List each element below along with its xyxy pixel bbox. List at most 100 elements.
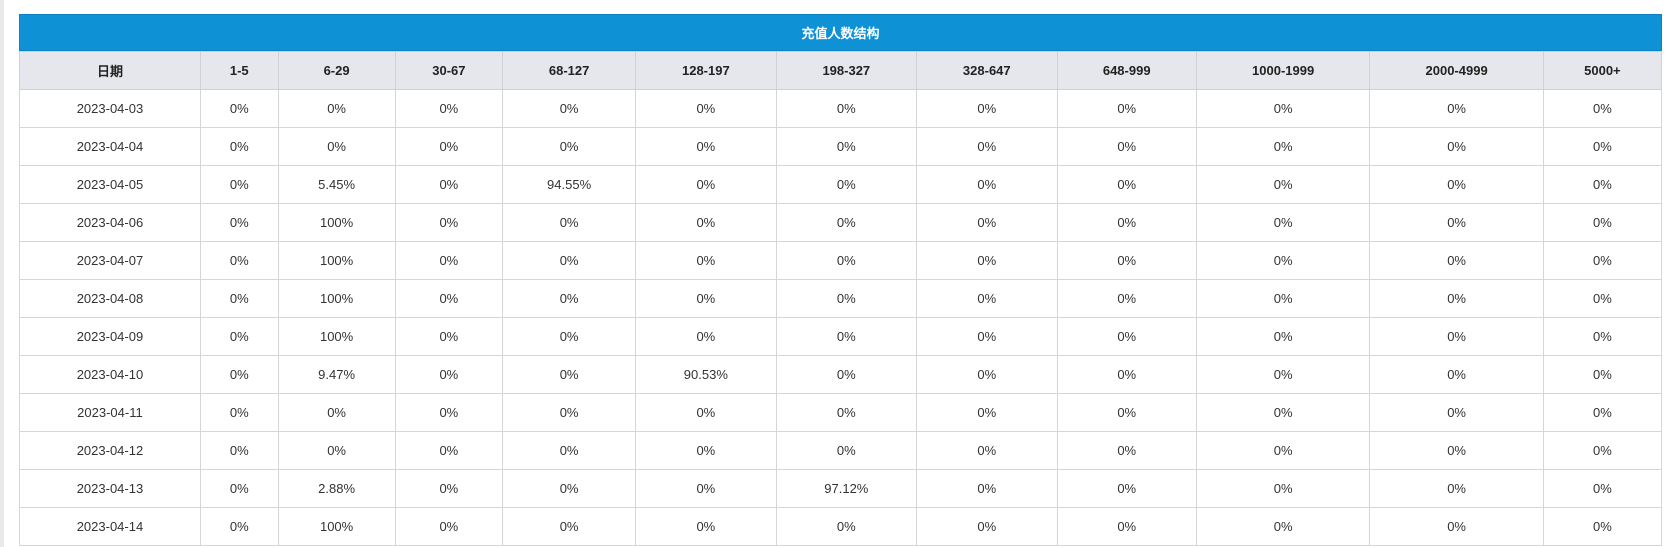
percent-cell: 9.47% bbox=[277, 355, 396, 394]
percent-cell: 0% bbox=[199, 203, 279, 242]
percent-cell: 0% bbox=[199, 279, 279, 318]
column-header-68-127: 68-127 bbox=[502, 51, 637, 90]
percent-cell: 0% bbox=[394, 203, 504, 242]
percent-cell: 2.88% bbox=[277, 469, 396, 508]
table-row: 2023-04-08 0% 100% 0% 0% 0% 0% 0% 0% 0% 0% 0% bbox=[19, 279, 1663, 318]
percent-cell: 0% bbox=[916, 507, 1058, 546]
table-row: 2023-04-07 0% 100% 0% 0% 0% 0% 0% 0% 0% 0% 0% bbox=[19, 241, 1663, 280]
percent-cell: 0% bbox=[1542, 317, 1663, 356]
percent-cell: 0% bbox=[635, 89, 777, 128]
date-cell: 2023-04-09 bbox=[19, 317, 201, 356]
percent-cell: 0% bbox=[1542, 127, 1663, 166]
percent-cell: 0% bbox=[199, 431, 279, 470]
percent-cell: 0% bbox=[394, 279, 504, 318]
date-cell: 2023-04-05 bbox=[19, 165, 201, 204]
percent-cell: 0% bbox=[502, 127, 637, 166]
percent-cell: 0% bbox=[277, 89, 396, 128]
percent-cell: 0% bbox=[1369, 317, 1544, 356]
date-cell: 2023-04-10 bbox=[19, 355, 201, 394]
column-header-1000-1999: 1000-1999 bbox=[1195, 51, 1371, 90]
percent-cell: 0% bbox=[394, 355, 504, 394]
percent-cell: 0% bbox=[1056, 89, 1197, 128]
percent-cell: 0% bbox=[1369, 393, 1544, 432]
percent-cell: 0% bbox=[394, 241, 504, 280]
date-cell: 2023-04-06 bbox=[19, 203, 201, 242]
percent-cell: 90.53% bbox=[635, 355, 777, 394]
date-cell: 2023-04-08 bbox=[19, 279, 201, 318]
percent-cell: 0% bbox=[1542, 279, 1663, 318]
percent-cell: 0% bbox=[1056, 165, 1197, 204]
percent-cell: 0% bbox=[1056, 431, 1197, 470]
percent-cell: 0% bbox=[775, 165, 918, 204]
left-edge bbox=[0, 0, 4, 547]
percent-cell: 94.55% bbox=[502, 165, 637, 204]
percent-cell: 0% bbox=[1195, 469, 1371, 508]
percent-cell: 0% bbox=[1195, 165, 1371, 204]
percent-cell: 0% bbox=[635, 507, 777, 546]
percent-cell: 0% bbox=[1542, 89, 1663, 128]
percent-cell: 0% bbox=[277, 431, 396, 470]
percent-cell: 0% bbox=[199, 165, 279, 204]
percent-cell: 0% bbox=[1542, 469, 1663, 508]
percent-cell: 0% bbox=[1542, 241, 1663, 280]
date-cell: 2023-04-14 bbox=[19, 507, 201, 546]
percent-cell: 0% bbox=[199, 317, 279, 356]
percent-cell: 0% bbox=[1369, 89, 1544, 128]
table-row: 2023-04-11 0% 0% 0% 0% 0% 0% 0% 0% 0% 0% 0% bbox=[19, 393, 1663, 432]
table-row: 2023-04-05 0% 5.45% 0% 94.55% 0% 0% 0% 0% 0% 0% 0% bbox=[19, 165, 1663, 204]
percent-cell: 0% bbox=[635, 469, 777, 508]
percent-cell: 0% bbox=[916, 203, 1058, 242]
table-body: 2023-04-03 0% 0% 0% 0% 0% 0% 0% 0% 0% 0% 0% 2023-04-… bbox=[19, 89, 1663, 546]
percent-cell: 0% bbox=[502, 241, 637, 280]
percent-cell: 0% bbox=[199, 393, 279, 432]
percent-cell: 0% bbox=[1369, 241, 1544, 280]
percent-cell: 0% bbox=[1195, 355, 1371, 394]
column-header-648-999: 648-999 bbox=[1056, 51, 1197, 90]
percent-cell: 0% bbox=[277, 127, 396, 166]
percent-cell: 0% bbox=[775, 89, 918, 128]
column-header-6-29: 6-29 bbox=[277, 51, 396, 90]
percent-cell: 0% bbox=[916, 317, 1058, 356]
percent-cell: 0% bbox=[502, 507, 637, 546]
percent-cell: 0% bbox=[1056, 355, 1197, 394]
date-cell: 2023-04-07 bbox=[19, 241, 201, 280]
percent-cell: 0% bbox=[1056, 507, 1197, 546]
percent-cell: 0% bbox=[1369, 355, 1544, 394]
percent-cell: 0% bbox=[635, 203, 777, 242]
percent-cell: 0% bbox=[635, 393, 777, 432]
percent-cell: 0% bbox=[394, 317, 504, 356]
percent-cell: 0% bbox=[1542, 507, 1663, 546]
percent-cell: 0% bbox=[775, 241, 918, 280]
percent-cell: 5.45% bbox=[277, 165, 396, 204]
percent-cell: 0% bbox=[1195, 241, 1371, 280]
percent-cell: 0% bbox=[775, 431, 918, 470]
percent-cell: 0% bbox=[394, 393, 504, 432]
percent-cell: 0% bbox=[1195, 507, 1371, 546]
percent-cell: 0% bbox=[1195, 203, 1371, 242]
column-header-1-5: 1-5 bbox=[199, 51, 279, 90]
table-row: 2023-04-14 0% 100% 0% 0% 0% 0% 0% 0% 0% 0% 0% bbox=[19, 507, 1663, 546]
table-row: 2023-04-10 0% 9.47% 0% 0% 90.53% 0% 0% 0% 0% 0% 0% bbox=[19, 355, 1663, 394]
percent-cell: 0% bbox=[1542, 165, 1663, 204]
percent-cell: 100% bbox=[277, 241, 396, 280]
percent-cell: 0% bbox=[635, 317, 777, 356]
percent-cell: 0% bbox=[635, 431, 777, 470]
percent-cell: 0% bbox=[916, 89, 1058, 128]
percent-cell: 0% bbox=[775, 127, 918, 166]
header-row: 日期 1-5 6-29 30-67 68-127 128-197 198-327 328-64… bbox=[19, 51, 1663, 90]
percent-cell: 0% bbox=[775, 317, 918, 356]
percent-cell: 0% bbox=[502, 203, 637, 242]
percent-cell: 0% bbox=[1542, 203, 1663, 242]
percent-cell: 0% bbox=[635, 279, 777, 318]
percent-cell: 0% bbox=[916, 469, 1058, 508]
percent-cell: 0% bbox=[916, 393, 1058, 432]
column-header-30-67: 30-67 bbox=[394, 51, 504, 90]
date-cell: 2023-04-13 bbox=[19, 469, 201, 508]
recharge-structure-table: 充值人数结构 日期 1-5 6-29 30-67 68-127 128-197 198-32… bbox=[19, 14, 1663, 546]
percent-cell: 0% bbox=[1369, 431, 1544, 470]
percent-cell: 0% bbox=[199, 355, 279, 394]
percent-cell: 0% bbox=[502, 355, 637, 394]
percent-cell: 0% bbox=[394, 89, 504, 128]
column-header-2000-4999: 2000-4999 bbox=[1369, 51, 1544, 90]
percent-cell: 0% bbox=[775, 507, 918, 546]
